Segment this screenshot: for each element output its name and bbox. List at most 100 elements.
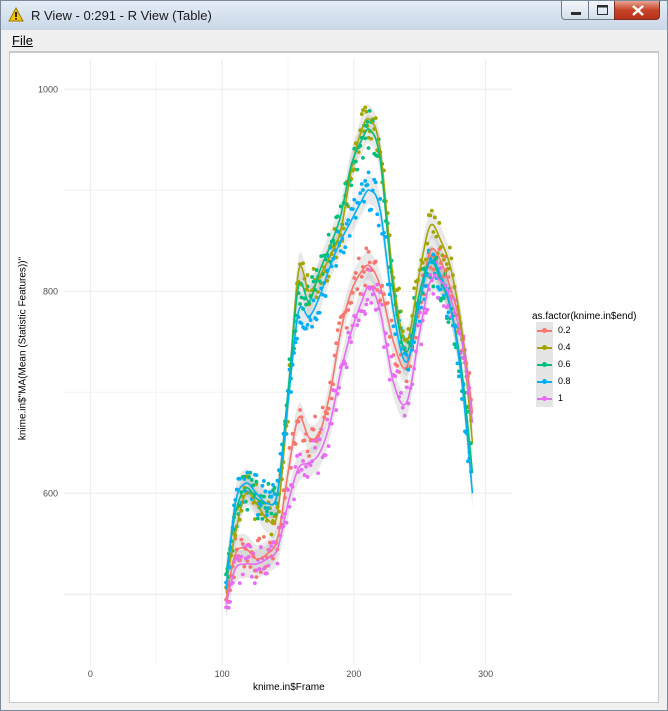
data-point [251,483,256,488]
data-point [353,215,358,220]
close-icon [632,5,644,16]
legend-point [542,345,547,350]
menu-file[interactable]: File [12,33,33,48]
data-point [254,479,259,484]
data-point [350,207,355,212]
data-point [365,182,370,187]
window-title: R View - 0:291 - R View (Table) [31,8,212,23]
data-point [310,275,314,279]
data-point [425,241,430,246]
data-point [402,413,407,418]
data-point [375,212,380,217]
data-point [269,494,274,499]
legend-point [542,362,547,367]
data-point [380,302,385,307]
data-point [378,298,383,303]
data-point [383,234,388,239]
data-point [387,377,392,382]
data-point [335,328,340,332]
data-point [346,308,351,312]
y-tick-label: 1000 [38,84,58,94]
data-point [239,554,244,559]
data-point [385,301,390,305]
data-point [428,265,433,270]
data-point [432,215,437,220]
data-point [255,512,260,517]
data-point [369,301,374,305]
data-point [446,310,451,315]
data-point [243,499,248,504]
data-point [271,556,275,561]
data-point [378,197,383,201]
data-point [323,453,328,458]
data-point [452,342,457,347]
legend-item: 0.8 [532,373,662,390]
data-point [263,489,268,494]
data-point [334,341,339,346]
data-point [373,307,378,312]
data-point [311,427,316,432]
data-point [323,294,328,298]
data-point [393,332,398,336]
data-point [441,257,446,262]
data-point [389,354,394,359]
legend-key [536,390,553,407]
minimize-icon [571,12,581,15]
data-point [269,532,274,537]
data-point [332,388,337,393]
data-point [326,232,331,237]
data-point [254,473,259,478]
chart-panel: 0 100 200 300 600 800 1000 knime.in$"MA(Mean (… [9,52,659,703]
data-point [363,105,368,110]
data-point [287,446,292,450]
data-point [349,300,354,305]
menu-divider [9,51,659,52]
y-tick-label: 800 [43,286,58,296]
legend-title: as.factor(knime.in$end) [532,311,637,322]
data-point [334,264,339,268]
data-point [265,571,269,576]
data-point [314,295,319,300]
data-point [395,369,400,374]
data-point [352,167,357,172]
data-point [320,292,325,297]
minimize-button[interactable] [561,1,589,20]
data-point [266,506,271,511]
data-point [254,568,259,573]
data-point [304,302,308,307]
data-point [265,513,269,518]
data-point [240,572,245,577]
data-point [301,261,305,266]
data-point [389,318,394,323]
data-point [248,470,253,475]
data-point [237,581,242,586]
data-point [359,112,364,116]
legend-point [542,379,547,384]
data-point [299,295,304,300]
data-point [359,274,364,279]
data-point [373,116,378,121]
data-point [265,509,269,514]
data-point [434,255,439,260]
data-point [370,292,375,297]
data-point [404,385,409,390]
data-point [361,108,365,113]
data-point [364,246,369,251]
data-point [460,355,464,360]
close-button[interactable] [614,1,660,20]
data-point [391,324,396,329]
data-point [295,454,299,458]
data-point [343,361,348,366]
data-point [343,245,348,250]
data-point [395,364,400,368]
data-point [367,108,372,113]
data-point [289,465,293,470]
maximize-button[interactable] [588,1,615,20]
data-point [382,345,386,350]
data-point [252,517,257,522]
data-point [408,364,413,369]
data-point [425,307,430,312]
data-point [329,396,334,401]
data-point [362,199,366,204]
